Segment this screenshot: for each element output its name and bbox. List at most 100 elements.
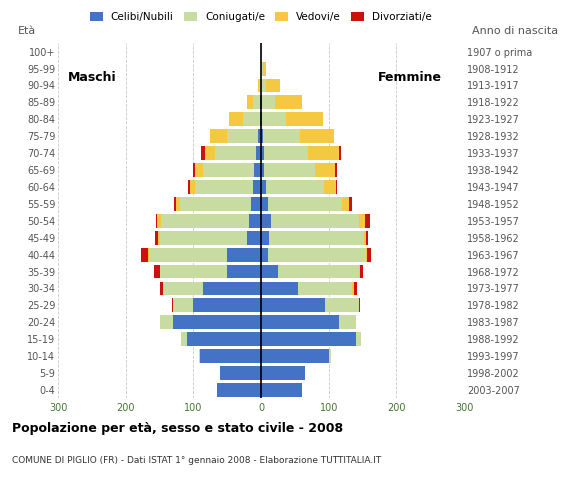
Bar: [266, 79, 280, 93]
Bar: [342, 197, 349, 211]
Bar: [367, 248, 371, 262]
Bar: [160, 231, 248, 245]
Bar: [258, 129, 261, 143]
Bar: [193, 163, 195, 177]
Bar: [364, 214, 370, 228]
Bar: [261, 214, 271, 228]
Bar: [349, 197, 352, 211]
Bar: [352, 282, 354, 295]
Bar: [359, 264, 360, 278]
Bar: [261, 129, 263, 143]
Text: Età: Età: [17, 26, 35, 36]
Bar: [217, 383, 261, 397]
Bar: [173, 299, 193, 312]
Bar: [160, 315, 173, 329]
Bar: [160, 282, 163, 295]
Bar: [366, 231, 368, 245]
Bar: [261, 180, 266, 194]
Bar: [157, 214, 161, 228]
Text: Maschi: Maschi: [67, 71, 116, 84]
Bar: [261, 383, 302, 397]
Bar: [163, 282, 204, 295]
Bar: [210, 129, 227, 143]
Bar: [364, 231, 366, 245]
Bar: [268, 248, 366, 262]
Bar: [261, 79, 266, 93]
Bar: [149, 248, 227, 262]
Bar: [261, 349, 329, 363]
Bar: [261, 366, 305, 380]
Bar: [258, 79, 259, 93]
Bar: [195, 180, 253, 194]
Bar: [263, 61, 266, 75]
Bar: [261, 315, 339, 329]
Bar: [173, 315, 261, 329]
Bar: [261, 248, 268, 262]
Bar: [366, 248, 367, 262]
Bar: [266, 180, 324, 194]
Bar: [187, 332, 261, 346]
Bar: [263, 129, 300, 143]
Bar: [180, 197, 251, 211]
Bar: [215, 146, 256, 160]
Bar: [199, 349, 200, 363]
Bar: [201, 146, 205, 160]
Bar: [190, 180, 195, 194]
Bar: [356, 332, 361, 346]
Bar: [261, 163, 264, 177]
Text: COMUNE DI PIGLIO (FR) - Dati ISTAT 1° gennaio 2008 - Elaborazione TUTTITALIA.IT: COMUNE DI PIGLIO (FR) - Dati ISTAT 1° ge…: [12, 456, 381, 465]
Bar: [278, 264, 359, 278]
Bar: [205, 146, 215, 160]
Bar: [160, 264, 227, 278]
Bar: [181, 332, 187, 346]
Bar: [204, 282, 261, 295]
Bar: [335, 163, 337, 177]
Bar: [193, 299, 261, 312]
Bar: [229, 112, 242, 126]
Bar: [298, 282, 352, 295]
Bar: [260, 96, 261, 109]
Bar: [339, 315, 356, 329]
Bar: [242, 112, 260, 126]
Text: Anno di nascita: Anno di nascita: [472, 26, 558, 36]
Text: Popolazione per età, sesso e stato civile - 2008: Popolazione per età, sesso e stato civil…: [12, 422, 343, 435]
Bar: [249, 214, 261, 228]
Bar: [156, 214, 157, 228]
Bar: [172, 299, 173, 312]
Bar: [260, 112, 261, 126]
Bar: [269, 231, 364, 245]
Bar: [248, 231, 261, 245]
Bar: [259, 79, 261, 93]
Bar: [274, 96, 302, 109]
Bar: [324, 180, 336, 194]
Legend: Celibi/Nubili, Coniugati/e, Vedovi/e, Divorziati/e: Celibi/Nubili, Coniugati/e, Vedovi/e, Di…: [86, 8, 436, 26]
Bar: [220, 366, 261, 380]
Bar: [354, 282, 357, 295]
Bar: [227, 129, 258, 143]
Bar: [339, 146, 341, 160]
Bar: [175, 197, 176, 211]
Bar: [261, 61, 263, 75]
Bar: [264, 163, 315, 177]
Bar: [154, 264, 160, 278]
Bar: [141, 248, 148, 262]
Bar: [227, 264, 261, 278]
Bar: [315, 163, 335, 177]
Bar: [227, 248, 261, 262]
Bar: [261, 282, 298, 295]
Bar: [251, 197, 261, 211]
Bar: [254, 163, 261, 177]
Bar: [253, 96, 260, 109]
Bar: [261, 264, 278, 278]
Bar: [261, 332, 356, 346]
Bar: [261, 112, 262, 126]
Bar: [248, 96, 253, 109]
Bar: [262, 112, 286, 126]
Bar: [359, 214, 364, 228]
Bar: [359, 299, 360, 312]
Text: Femmine: Femmine: [378, 71, 442, 84]
Bar: [360, 264, 362, 278]
Bar: [261, 146, 264, 160]
Bar: [161, 214, 249, 228]
Bar: [329, 349, 331, 363]
